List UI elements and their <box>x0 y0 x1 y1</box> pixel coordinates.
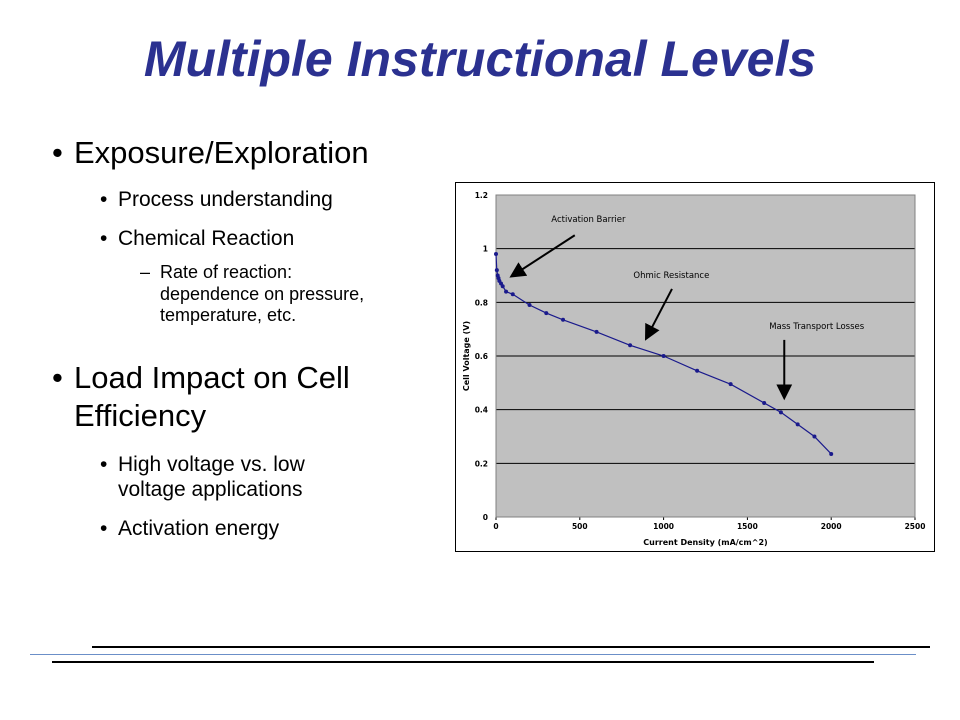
data-point <box>561 317 566 322</box>
bullet-exposure: • Exposure/Exploration <box>52 134 452 171</box>
bullet-glyph: • <box>52 135 63 170</box>
bullet-text-line: Load Impact on Cell <box>74 360 350 396</box>
data-point <box>494 268 499 273</box>
data-point <box>494 252 498 257</box>
series <box>494 252 834 456</box>
bullet-text-line: Efficiency <box>74 397 207 433</box>
data-point <box>829 451 834 456</box>
bullet-text-line: voltage applications <box>118 477 303 501</box>
y-tick-label: 0.8 <box>475 298 488 307</box>
data-point <box>695 368 700 373</box>
plot-border <box>495 194 916 518</box>
bullet-glyph: • <box>52 360 63 396</box>
y-tick-label: 1 <box>483 245 488 254</box>
x-tick-label: 2500 <box>905 522 926 531</box>
bullet-rate-of-reaction: – Rate of reaction: dependence on pressu… <box>140 262 452 328</box>
y-tick-label: 0.6 <box>475 352 488 361</box>
data-point <box>504 289 509 294</box>
y-tick-label: 0 <box>483 513 488 522</box>
x-axis-title: Current Density (mA/cm^2) <box>643 538 767 547</box>
bullet-load-impact: • Load Impact on Cell Efficiency <box>52 359 452 433</box>
data-point <box>510 292 515 297</box>
bullet-glyph: • <box>100 517 108 541</box>
bullet-activation-energy: • Activation energy <box>100 516 452 541</box>
annotation-label: Activation Barrier <box>551 215 626 225</box>
bullet-text: Chemical Reaction <box>118 227 295 251</box>
bullet-high-voltage: • High voltage vs. low voltage applicati… <box>100 452 452 502</box>
bullet-text-line: dependence on pressure, <box>160 283 365 304</box>
data-point <box>527 303 532 308</box>
bullet-text: Exposure/Exploration <box>74 135 369 170</box>
y-tick-label: 1.2 <box>475 191 488 200</box>
data-point <box>762 400 767 405</box>
data-point <box>728 382 733 387</box>
annotations: Activation Barrier Ohmic Resistance Mass T… <box>509 215 865 401</box>
data-point <box>812 434 817 439</box>
data-point <box>544 311 549 316</box>
bullet-text-line: Rate of reaction: <box>160 261 293 282</box>
bullet-glyph: • <box>100 452 108 476</box>
bullet-text: Process understanding <box>118 188 333 212</box>
y-tick-label: 0.4 <box>475 406 488 415</box>
data-point <box>594 329 599 334</box>
data-point <box>778 410 783 415</box>
y-axis-title: Cell Voltage (V) <box>462 321 471 391</box>
annotation-label: Mass Transport Losses <box>769 322 865 332</box>
data-point <box>795 422 800 427</box>
divider-line-top <box>92 646 930 648</box>
data-point <box>500 284 505 289</box>
bullet-text-line: temperature, etc. <box>160 305 297 326</box>
bullet-text-line: High voltage vs. low <box>118 452 305 476</box>
bullet-glyph: • <box>100 188 108 212</box>
dash-glyph: – <box>140 261 151 282</box>
data-point <box>628 343 633 348</box>
divider-line-middle <box>30 654 916 655</box>
data-point <box>661 354 666 358</box>
slide-title: Multiple Instructional Levels <box>143 31 817 87</box>
bullet-chemical-reaction: • Chemical Reaction <box>100 226 452 251</box>
chart-frame: 0 0.2 0.4 0.6 0.8 1 1.2 0 500 1000 1500 2000 2500 Ac… <box>455 182 935 552</box>
x-tick-label: 1500 <box>737 522 758 531</box>
annotation-arrow <box>644 288 673 341</box>
bullet-list: • Exposure/Exploration • Process underst… <box>52 134 452 541</box>
divider-line-bottom <box>52 661 874 663</box>
bullet-text: Activation energy <box>118 517 280 541</box>
x-tick-label: 2000 <box>821 522 842 531</box>
x-tick-label: 500 <box>572 522 588 531</box>
x-tick-label: 1000 <box>653 522 674 531</box>
bullet-glyph: • <box>100 227 108 251</box>
polarization-curve-chart: 0 0.2 0.4 0.6 0.8 1 1.2 0 500 1000 1500 2000 2500 Ac… <box>462 191 926 547</box>
y-tick-label: 0.2 <box>475 459 488 468</box>
x-tick-label: 0 <box>493 522 498 531</box>
annotation-label: Ohmic Resistance <box>633 271 709 281</box>
annotation-arrow <box>509 234 576 278</box>
bullet-process-understanding: • Process understanding <box>100 187 452 212</box>
axes: 0 0.2 0.4 0.6 0.8 1 1.2 0 500 1000 1500 2000 2500 <box>475 191 926 531</box>
